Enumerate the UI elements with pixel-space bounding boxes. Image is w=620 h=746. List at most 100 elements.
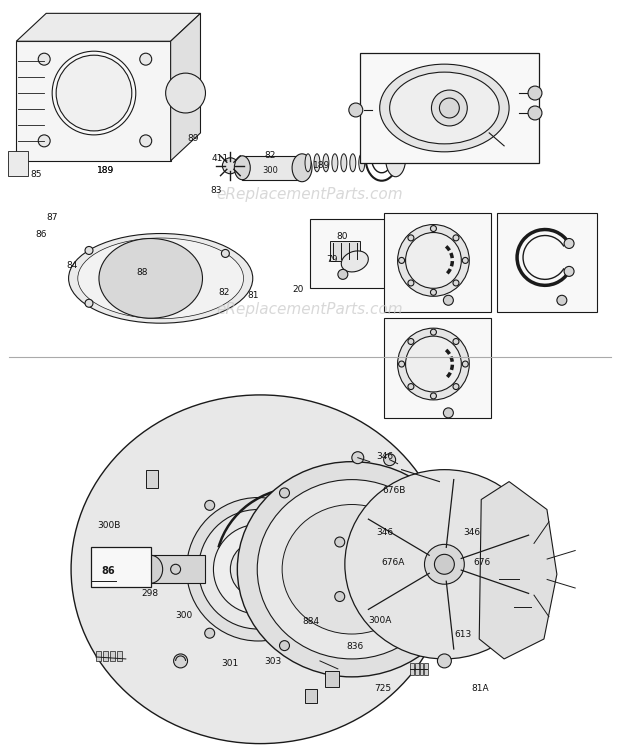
Bar [420, 663, 423, 675]
Bar [96, 651, 101, 661]
Circle shape [397, 328, 469, 400]
Circle shape [280, 488, 290, 498]
Text: eReplacementParts.com: eReplacementParts.com [216, 302, 404, 317]
Text: 303: 303 [264, 657, 281, 666]
Circle shape [408, 383, 414, 389]
Circle shape [443, 295, 453, 305]
Text: 83: 83 [210, 186, 222, 195]
Text: 298: 298 [141, 589, 158, 598]
Circle shape [408, 235, 414, 241]
Circle shape [249, 560, 267, 578]
Circle shape [170, 564, 180, 574]
Text: 346: 346 [377, 452, 394, 461]
Bar [103, 651, 108, 661]
Circle shape [453, 383, 459, 389]
Text: 300: 300 [262, 166, 278, 175]
Bar [117, 651, 122, 661]
Text: 676A: 676A [382, 558, 405, 567]
Circle shape [425, 545, 464, 584]
Ellipse shape [379, 64, 509, 152]
Ellipse shape [345, 470, 544, 659]
Bar [330, 242, 360, 261]
Ellipse shape [341, 154, 347, 172]
Circle shape [408, 339, 414, 345]
Bar [305, 689, 317, 703]
Ellipse shape [292, 154, 312, 182]
Ellipse shape [139, 555, 162, 583]
Circle shape [187, 498, 330, 641]
Text: 87: 87 [46, 213, 58, 222]
Circle shape [231, 542, 286, 597]
Ellipse shape [359, 154, 365, 172]
Text: eReplacementParts.com: eReplacementParts.com [216, 187, 404, 202]
Circle shape [528, 86, 542, 100]
Circle shape [38, 53, 50, 65]
Bar [384, 319, 491, 418]
Polygon shape [479, 482, 557, 659]
Circle shape [335, 537, 345, 547]
Circle shape [399, 361, 405, 367]
Ellipse shape [257, 480, 446, 659]
Text: 20: 20 [292, 285, 303, 294]
Bar [360, 53, 539, 163]
Text: 300: 300 [175, 611, 192, 620]
Text: 86: 86 [101, 566, 115, 576]
Text: 676: 676 [473, 558, 490, 567]
Circle shape [453, 339, 459, 345]
Ellipse shape [350, 154, 356, 172]
Text: 301: 301 [221, 659, 238, 668]
Text: 89: 89 [187, 134, 198, 143]
Circle shape [564, 239, 574, 248]
Bar [110, 651, 115, 661]
Circle shape [85, 299, 93, 307]
Text: 189: 189 [97, 166, 113, 175]
Circle shape [56, 55, 132, 131]
Text: 189: 189 [312, 161, 330, 170]
Circle shape [38, 135, 50, 147]
Text: 81: 81 [247, 291, 259, 300]
Circle shape [430, 393, 436, 399]
Text: 85: 85 [31, 170, 42, 179]
Text: 88: 88 [136, 268, 148, 278]
Circle shape [174, 654, 188, 668]
Circle shape [352, 452, 364, 464]
Circle shape [432, 90, 467, 126]
Text: 81A: 81A [471, 683, 489, 692]
Ellipse shape [69, 233, 253, 323]
Circle shape [338, 269, 348, 279]
Bar [151, 555, 205, 583]
Bar [16, 41, 171, 161]
Ellipse shape [237, 462, 466, 677]
Ellipse shape [341, 251, 368, 272]
Circle shape [213, 524, 303, 614]
Circle shape [140, 53, 152, 65]
Polygon shape [170, 13, 200, 161]
Bar [310, 219, 384, 288]
Circle shape [280, 641, 290, 651]
Bar [415, 663, 419, 675]
Circle shape [463, 361, 468, 367]
Circle shape [463, 257, 468, 263]
Circle shape [430, 329, 436, 335]
Circle shape [198, 510, 318, 629]
Bar [410, 663, 414, 675]
Text: 411: 411 [212, 154, 229, 163]
Text: 84: 84 [67, 261, 78, 270]
Ellipse shape [386, 141, 405, 177]
Circle shape [453, 280, 459, 286]
Text: 80: 80 [336, 233, 348, 242]
Circle shape [438, 654, 451, 668]
Text: 676B: 676B [383, 486, 405, 495]
Text: 613: 613 [454, 630, 472, 639]
Circle shape [430, 225, 436, 231]
Circle shape [335, 592, 345, 601]
Ellipse shape [234, 156, 250, 180]
Bar [497, 213, 596, 313]
Circle shape [564, 266, 574, 276]
Ellipse shape [332, 154, 338, 172]
Circle shape [443, 408, 453, 418]
Bar [8, 151, 29, 176]
Circle shape [528, 106, 542, 120]
Bar [384, 213, 491, 313]
Circle shape [241, 551, 276, 587]
